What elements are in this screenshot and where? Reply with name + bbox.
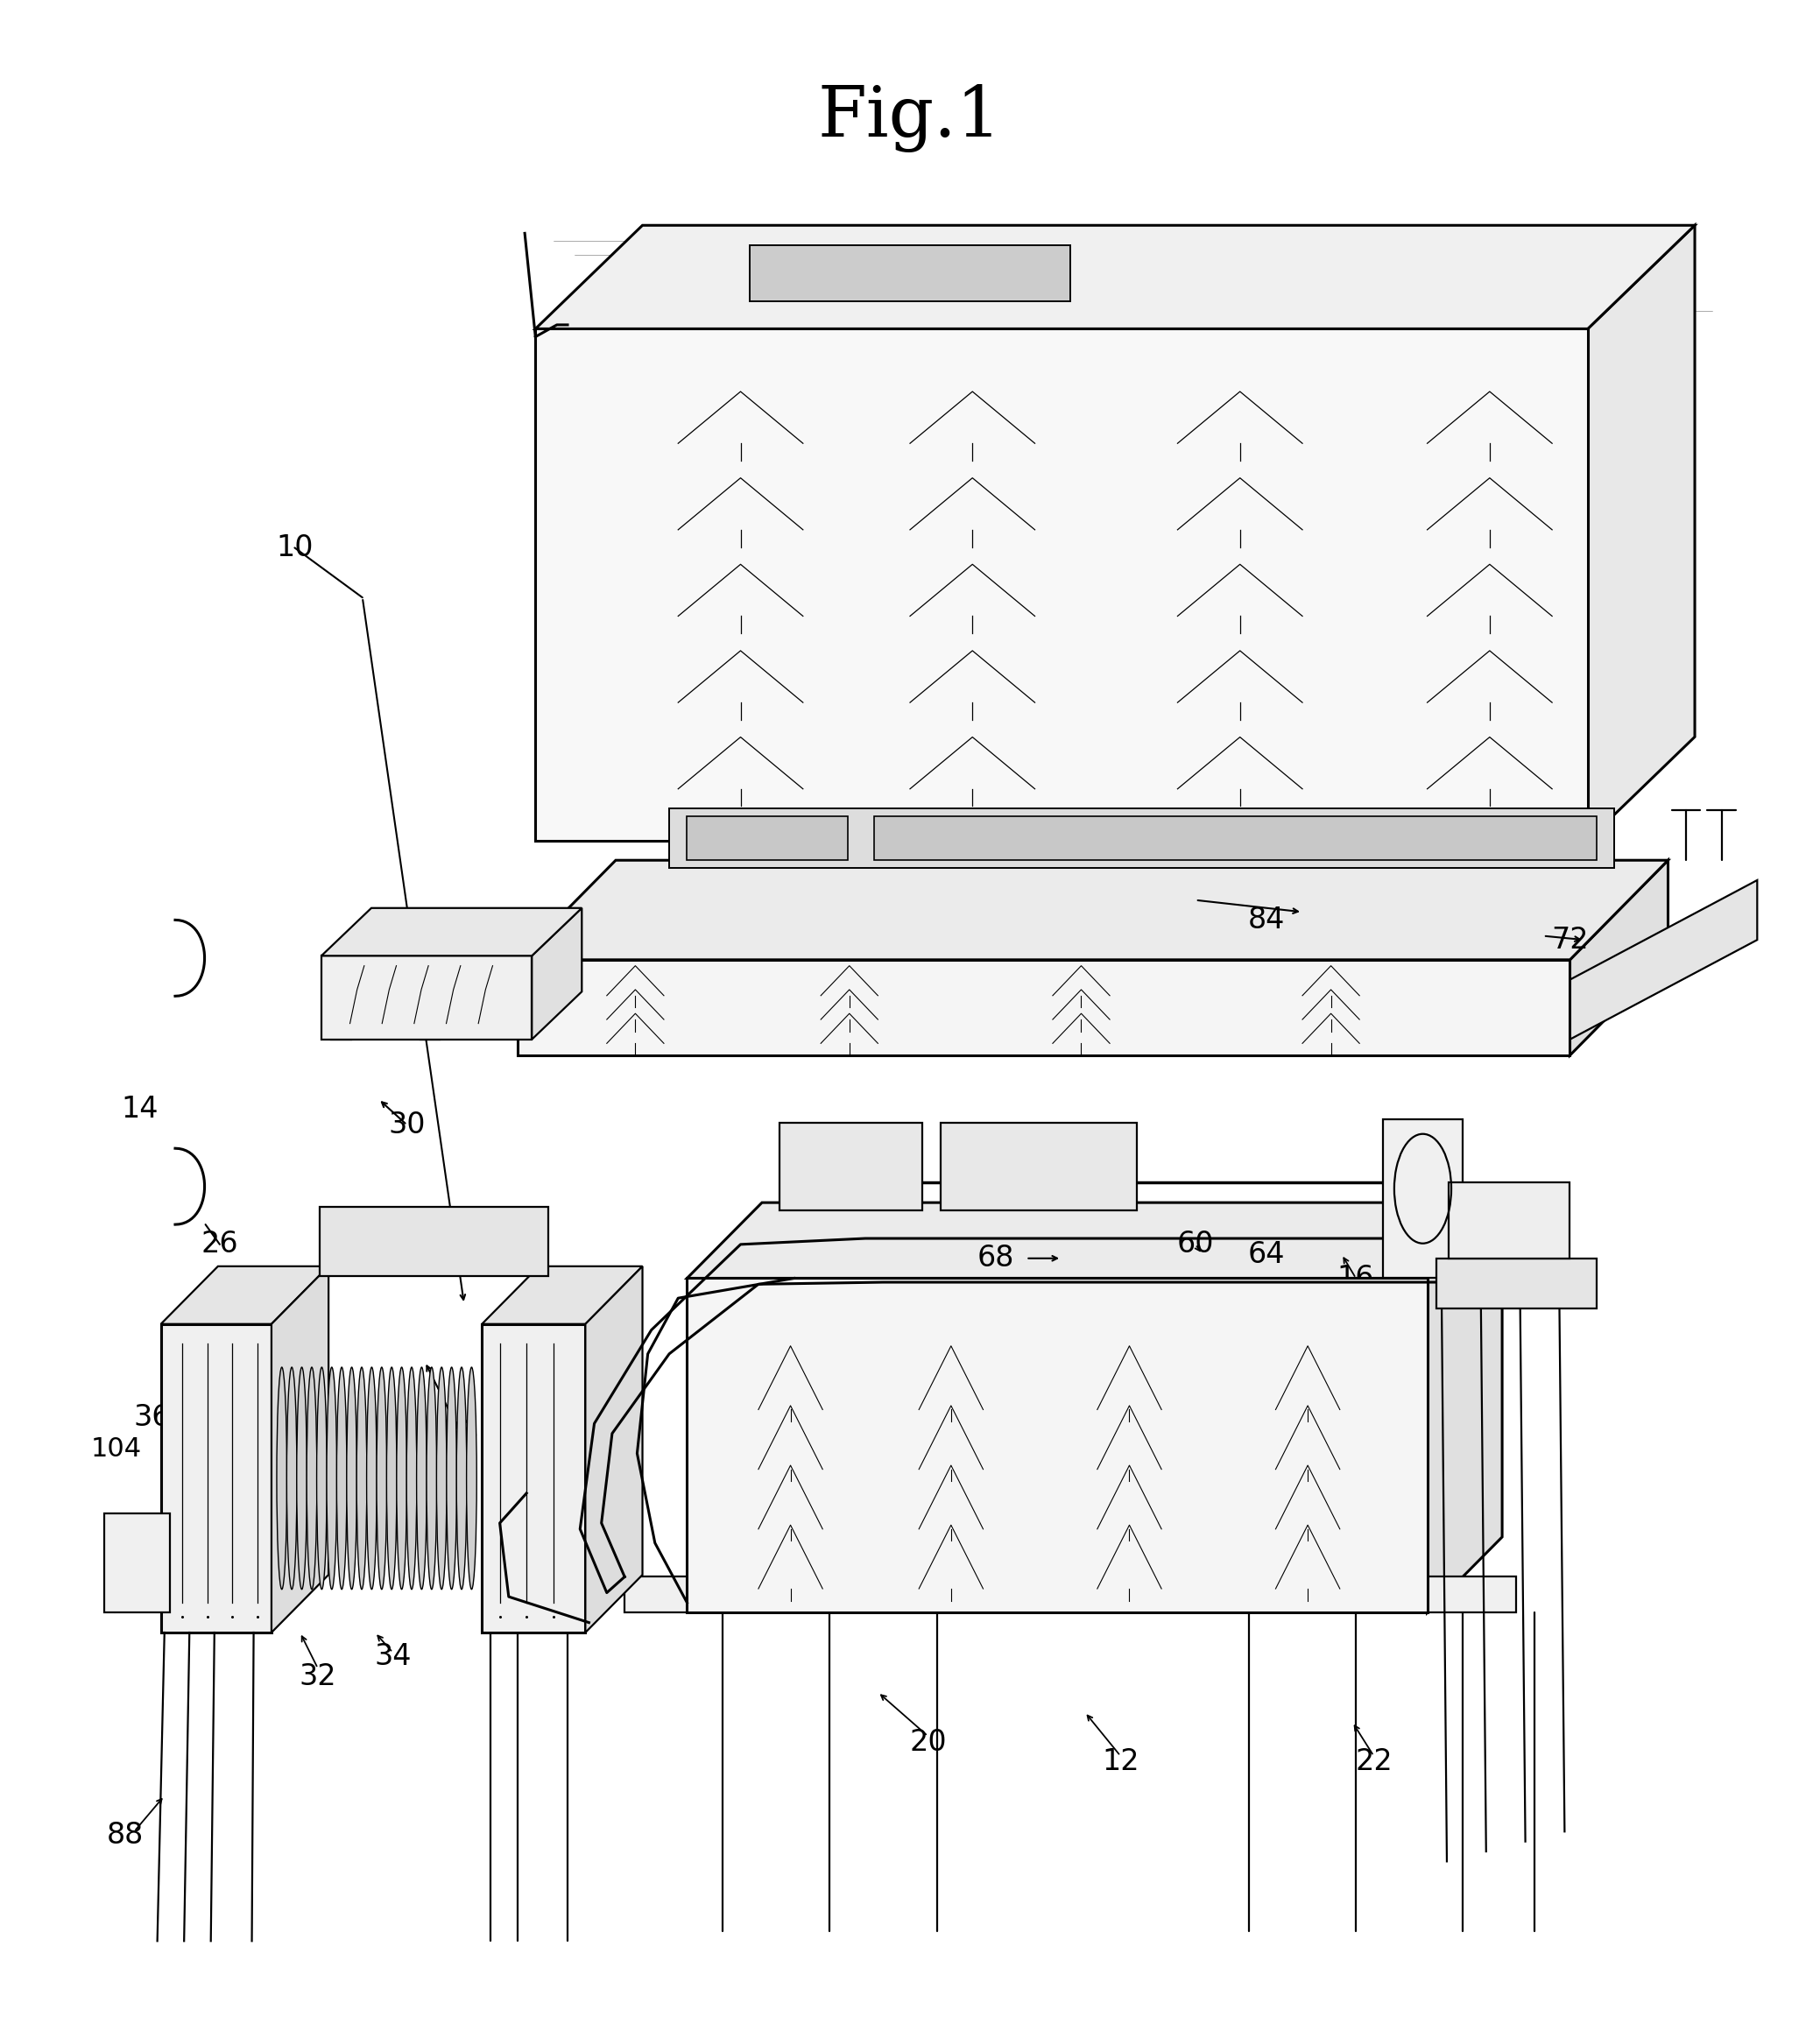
Text: 12: 12 [1101, 1747, 1139, 1777]
Polygon shape [688, 1202, 1502, 1277]
Ellipse shape [457, 1367, 466, 1590]
Polygon shape [1427, 1202, 1502, 1613]
Polygon shape [104, 1513, 169, 1613]
Text: 72: 72 [1551, 926, 1589, 955]
Ellipse shape [288, 1367, 297, 1590]
Polygon shape [535, 329, 1587, 841]
Text: 34: 34 [375, 1641, 411, 1672]
Text: 18: 18 [817, 961, 854, 991]
Polygon shape [482, 1324, 586, 1633]
Polygon shape [1571, 861, 1667, 1056]
Ellipse shape [437, 1367, 446, 1590]
Polygon shape [1571, 879, 1758, 1040]
Ellipse shape [406, 1367, 417, 1590]
Text: 14: 14 [120, 1095, 158, 1123]
Ellipse shape [417, 1367, 426, 1590]
Text: 20: 20 [910, 1728, 946, 1757]
Polygon shape [586, 1265, 642, 1633]
Ellipse shape [446, 1367, 457, 1590]
Text: 36: 36 [133, 1403, 171, 1432]
Text: 54: 54 [444, 942, 477, 969]
Ellipse shape [357, 1367, 368, 1590]
Polygon shape [874, 816, 1596, 861]
Ellipse shape [397, 1367, 406, 1590]
Polygon shape [517, 961, 1571, 1056]
Polygon shape [670, 808, 1614, 867]
Polygon shape [688, 1277, 1427, 1613]
Polygon shape [779, 1123, 923, 1210]
Polygon shape [535, 225, 1694, 329]
Text: 28: 28 [389, 967, 424, 993]
Text: 32: 32 [298, 1661, 337, 1690]
Text: 74: 74 [621, 993, 657, 1022]
Polygon shape [941, 1123, 1136, 1210]
Polygon shape [482, 1265, 642, 1324]
Polygon shape [160, 1324, 271, 1633]
Polygon shape [1383, 1119, 1463, 1277]
Text: 24: 24 [692, 1363, 728, 1391]
Polygon shape [517, 861, 1667, 961]
Polygon shape [320, 1206, 548, 1275]
Polygon shape [271, 1265, 329, 1633]
Polygon shape [624, 1576, 1516, 1613]
Polygon shape [322, 908, 582, 957]
Polygon shape [531, 908, 582, 1040]
Text: 30: 30 [388, 1111, 426, 1139]
Ellipse shape [377, 1367, 388, 1590]
Polygon shape [1587, 225, 1694, 841]
Text: 104: 104 [91, 1436, 142, 1462]
Text: 56: 56 [337, 942, 371, 969]
Polygon shape [750, 246, 1070, 301]
Text: 22: 22 [1356, 1747, 1392, 1777]
Polygon shape [322, 957, 531, 1040]
Ellipse shape [277, 1367, 288, 1590]
Ellipse shape [466, 1367, 477, 1590]
Ellipse shape [297, 1367, 308, 1590]
Text: 60: 60 [1178, 1231, 1214, 1259]
Ellipse shape [337, 1367, 348, 1590]
Ellipse shape [366, 1367, 377, 1590]
Ellipse shape [346, 1367, 357, 1590]
Text: 68: 68 [977, 1243, 1014, 1273]
Polygon shape [1436, 1259, 1596, 1308]
Ellipse shape [386, 1367, 397, 1590]
Ellipse shape [308, 1367, 317, 1590]
Ellipse shape [426, 1367, 437, 1590]
Ellipse shape [317, 1367, 328, 1590]
Text: 64: 64 [1249, 1239, 1285, 1269]
Ellipse shape [326, 1367, 337, 1590]
Text: 38: 38 [442, 1420, 479, 1448]
Text: Fig.1: Fig.1 [817, 83, 1003, 152]
Text: 16: 16 [1338, 1263, 1374, 1292]
Polygon shape [1449, 1182, 1571, 1259]
Text: 26: 26 [200, 1231, 238, 1259]
Text: 84: 84 [1249, 906, 1285, 934]
Text: 88: 88 [107, 1822, 144, 1850]
Polygon shape [160, 1265, 329, 1324]
Text: 10: 10 [277, 534, 313, 563]
Polygon shape [688, 816, 848, 861]
Text: 82: 82 [593, 741, 632, 772]
